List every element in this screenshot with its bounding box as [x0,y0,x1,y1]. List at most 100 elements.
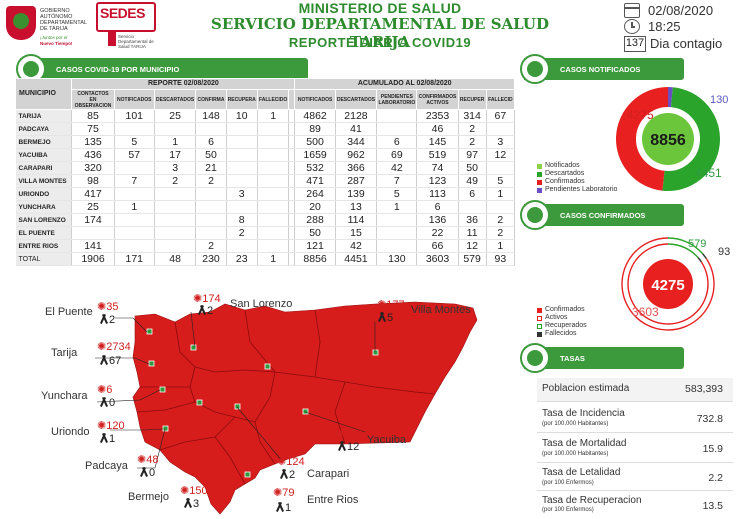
col-contactos: CONTACTOS EN OBSERVACION [71,89,115,110]
table-cell [71,226,115,240]
table-cell-municipio: BERMEJO [15,135,73,149]
table-cell: 3 [486,135,516,149]
table-cell-municipio: ENTRE RIOS [15,239,73,253]
table-cell [376,226,418,240]
table-cell: 23 [226,252,258,266]
table-cell: 42 [335,239,378,253]
table-gap-cell [288,174,296,188]
table-cell [376,122,418,136]
table-cell: 74 [416,161,459,175]
table-cell: 171 [114,252,155,266]
table-cell [226,161,258,175]
logo-slogan: ¡Juntos por el [40,35,68,40]
table-row: URIONDO 417 3 264 139 5 113 6 1 [15,187,516,201]
notificados-section-header: CASOS NOTIFICADOS [520,54,684,84]
table-cell [226,200,258,214]
table-cell [154,200,197,214]
table-cell [257,213,290,227]
tarija-map: El Puente ✺35 2 Tarija ✺2734 67 Yunchara… [15,292,515,519]
table-cell [226,148,258,162]
donut-slice-fallecidos [702,253,707,260]
tasa-label: Tasa de Mortalidad [542,438,627,449]
map-fallecidos-yunchara: 0 [101,397,115,409]
map-fallecidos-value: 0 [109,397,116,409]
donut-slice-recuperados [667,237,704,255]
tasa-label: Tasa de Letalidad [542,467,621,478]
col-notificados: NOTIFICADOS [113,89,155,110]
map-label-uriondo: Uriondo [51,426,90,438]
map-confirmados-value: 79 [282,487,295,499]
legend-label: Activos [545,314,568,321]
table-gap-cell [288,135,296,149]
confirmados-recuperados-label: 579 [688,238,707,250]
table-cell: 98 [71,174,115,188]
notificados-confirmados-label: 4275 [627,108,654,122]
table-cell: 17 [154,148,197,162]
table-cell: 8 [226,213,258,227]
map-fallecidos-carapari: 2 [281,469,295,481]
map-marker [162,425,169,432]
table-cell: 1 [257,252,290,266]
table-cell: 13 [335,200,378,214]
col-acum-activos: CONFIRMADOS ACTIVOS [416,89,459,110]
map-label-padcaya: Padcaya [85,460,128,472]
donut-center [642,113,694,165]
tasas-title: TASAS [560,354,585,363]
table-cell [114,226,155,240]
table-cell [154,122,197,136]
table-cell [195,200,227,214]
table-cell: 5 [114,135,155,149]
sedes-logo: SEDES Servicio Departamental de Salud TA… [96,2,158,49]
report-title: REPORTE DIARIO COVID19 [288,35,472,50]
confirmados-section-header: CASOS CONFIRMADOS [520,200,684,230]
table-gap-cell [288,187,296,201]
table-cell: 579 [458,252,487,266]
map-marker [146,328,153,335]
table-cell: 97 [458,148,487,162]
table-cell: 75 [71,122,115,136]
tasa-label: Tasa de Recuperacion [542,495,642,506]
map-shape [95,301,478,515]
map-marker [196,399,203,406]
sedes-logo-text: SEDES [100,5,145,21]
col-acum-descartados: DESCARTADOS [334,89,378,110]
table-cell [154,239,197,253]
table-cell-municipio: PADCAYA [15,122,73,136]
map-fallecidos-bermejo: 3 [185,498,199,510]
table-cell: 21 [195,161,227,175]
map-marker [148,360,155,367]
ribbon-icon [101,433,107,442]
table-cell: 15 [335,226,378,240]
virus-icon: ✺ [97,341,107,353]
table-cell: 500 [294,135,336,149]
table-cell: 6 [376,135,418,149]
table-cell: 3 [226,187,258,201]
donut-slice-recuperados-inner [667,243,699,259]
table-cell [257,122,290,136]
notificados-donut: 8856 [616,87,720,191]
table-cell: 314 [458,109,487,123]
table-cell: 288 [294,213,336,227]
table-cell [226,135,258,149]
map-label-carapari: Carapari [307,468,350,480]
ministry-title: MINISTERIO DE SALUD [298,0,462,16]
donut-slice-activos-inner [627,243,709,325]
medical-cross-icon [108,32,116,46]
map-confirmados-uriondo: ✺120 [97,419,125,432]
table-cell: 135 [71,135,115,149]
col-confirma: CONFIRMA [195,89,227,110]
table-cell [114,239,155,253]
legend-item: Recuperados [537,322,587,330]
table-cell: 1 [376,200,418,214]
legend-item: Pendientes Laboratorio [537,186,617,194]
table-cell: 1 [114,200,155,214]
notificados-pendientes-label: 130 [710,94,729,106]
table-cell: 57 [114,148,155,162]
map-marker [190,344,197,351]
table-cell: 2353 [416,109,459,123]
map-fallecidos-villa-montes: 5 [379,312,393,324]
confirmados-activos-label: 3603 [632,305,659,319]
map-marker [302,408,309,415]
map-fallecidos-value: 2 [207,305,214,317]
